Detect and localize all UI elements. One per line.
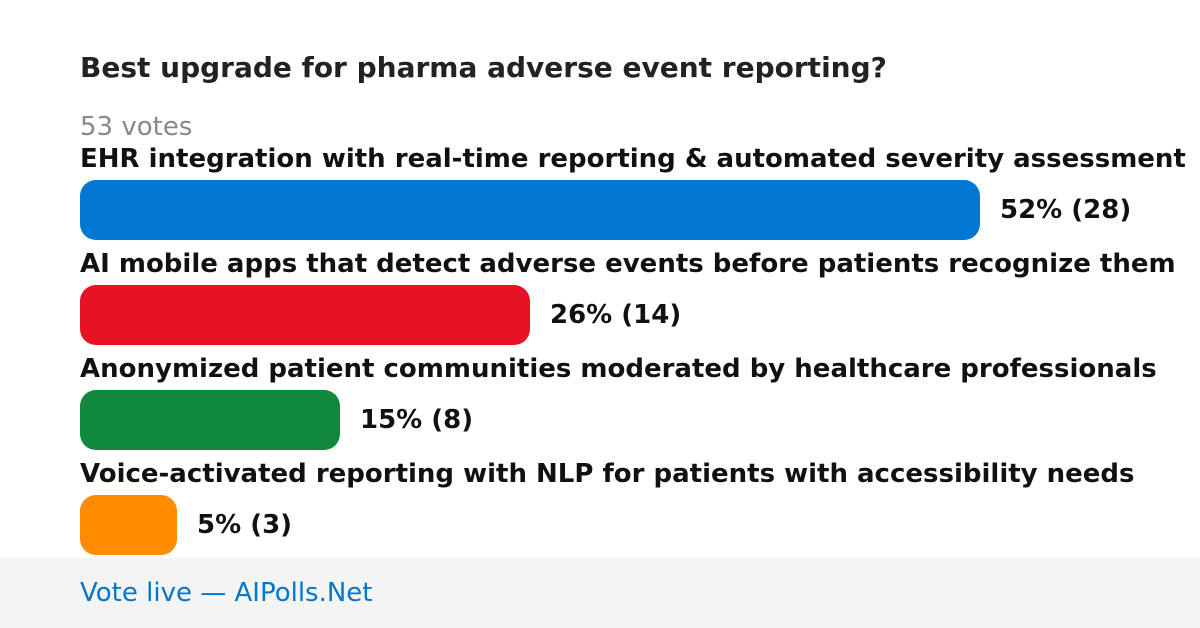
bar-3: [80, 390, 340, 450]
footer: Vote live — AIPolls.Net: [0, 558, 1200, 628]
poll-option[interactable]: EHR integration with real-time reporting…: [80, 142, 1200, 247]
bar-value-label: 5% (3): [197, 510, 293, 540]
option-label: EHR integration with real-time reporting…: [80, 144, 1186, 174]
poll-option[interactable]: Voice-activated reporting with NLP for p…: [80, 457, 1200, 562]
bar-value-label: 15% (8): [360, 405, 474, 435]
poll-option[interactable]: AI mobile apps that detect adverse event…: [80, 247, 1200, 352]
bar-2: [80, 285, 530, 345]
poll-title: Best upgrade for pharma adverse event re…: [80, 51, 887, 84]
bar-1: [80, 180, 980, 240]
option-label: Anonymized patient communities moderated…: [80, 354, 1157, 384]
vote-live-link[interactable]: Vote live — AIPolls.Net: [80, 578, 373, 608]
poll-option[interactable]: Anonymized patient communities moderated…: [80, 352, 1200, 457]
option-label: Voice-activated reporting with NLP for p…: [80, 459, 1135, 489]
option-label: AI mobile apps that detect adverse event…: [80, 249, 1176, 279]
bar-value-label: 52% (28): [1000, 195, 1132, 225]
bar-4: [80, 495, 177, 555]
bar-value-label: 26% (14): [550, 300, 682, 330]
vote-count: 53 votes: [80, 112, 193, 142]
